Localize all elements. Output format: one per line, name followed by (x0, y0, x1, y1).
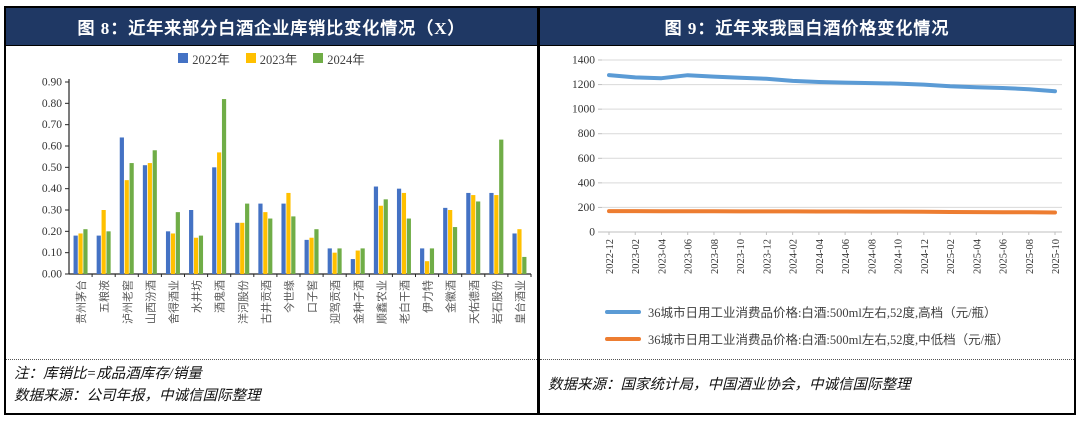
svg-text:顺鑫农业: 顺鑫农业 (374, 280, 388, 324)
legend-swatch-icon (245, 53, 256, 63)
svg-text:金徽酒: 金徽酒 (443, 280, 457, 313)
svg-text:2024-02: 2024-02 (789, 239, 800, 274)
svg-text:2024-06: 2024-06 (841, 239, 852, 274)
figure-9-note-source: 数据来源：国家统计局，中国酒业协会，中诚信国际整理 (548, 376, 911, 393)
svg-text:2024-04: 2024-04 (815, 238, 826, 274)
svg-text:800: 800 (578, 128, 596, 140)
figure-9-title: 图 9：近年来我国白酒价格变化情况 (664, 19, 950, 38)
svg-text:0: 0 (589, 227, 595, 239)
svg-text:0.70: 0.70 (41, 119, 61, 131)
svg-text:2025-02: 2025-02 (946, 239, 957, 274)
svg-text:泸州老窖: 泸州老窖 (120, 280, 134, 324)
svg-text:2025-04: 2025-04 (972, 238, 983, 274)
svg-text:2024-08: 2024-08 (867, 239, 878, 274)
svg-text:0.80: 0.80 (41, 98, 61, 110)
svg-text:2023-12: 2023-12 (762, 239, 773, 274)
svg-text:水井坊: 水井坊 (189, 280, 203, 313)
legend-line-swatch-icon (604, 309, 641, 314)
legend-item-2023年: 2023年 (245, 49, 298, 68)
svg-text:200: 200 (578, 202, 596, 214)
svg-text:2025-06: 2025-06 (999, 239, 1010, 274)
svg-text:2023-08: 2023-08 (710, 239, 721, 274)
legend-label: 2022年 (192, 52, 230, 67)
figure-9-legend: 36城市日用工业消费品价格:白酒:500ml左右,52度,高档（元/瓶） 36城市… (604, 302, 1010, 348)
svg-text:洋河股份: 洋河股份 (235, 280, 249, 324)
svg-text:迎驾贡酒: 迎驾贡酒 (329, 280, 342, 324)
legend-label: 36城市日用工业消费品价格:白酒:500ml左右,52度,高档（元/瓶） (647, 306, 997, 320)
svg-text:600: 600 (578, 153, 596, 165)
svg-text:2023-04: 2023-04 (657, 238, 668, 274)
svg-text:1200: 1200 (572, 79, 595, 91)
legend-label: 2023年 (259, 52, 298, 67)
svg-text:老白干酒: 老白干酒 (397, 280, 411, 324)
figure-8-chart-area: 2022年 2023年 2024年 0.00 0.10 0.20 0.30 0.40 0.50… (6, 46, 537, 359)
svg-text:2023-02: 2023-02 (631, 239, 642, 274)
svg-text:2023-06: 2023-06 (684, 239, 695, 274)
svg-text:伊力特: 伊力特 (420, 280, 434, 313)
legend-line-swatch-icon (604, 336, 641, 341)
figure-8-notes: 注：库销比=成品酒库存/销量 数据来源：公司年报，中诚信国际整理 (6, 359, 537, 413)
figure-8-header: 图 8：近年来部分白酒企业库销比变化情况（X） (6, 8, 537, 46)
svg-text:五粮液: 五粮液 (97, 280, 111, 313)
svg-text:400: 400 (578, 177, 596, 189)
legend-item-2024年: 2024年 (313, 49, 365, 68)
svg-text:口子窖: 口子窖 (305, 280, 319, 313)
svg-text:0.40: 0.40 (41, 183, 61, 195)
svg-text:0.30: 0.30 (41, 205, 61, 217)
svg-text:2024-12: 2024-12 (920, 239, 931, 274)
legend-label: 36城市日用工业消费品价格:白酒:500ml左右,52度,中低档（元/瓶） (647, 333, 1010, 347)
svg-text:皇台酒业: 皇台酒业 (512, 280, 526, 324)
svg-text:1000: 1000 (572, 104, 595, 116)
svg-text:2022-12: 2022-12 (605, 239, 616, 274)
svg-text:0.90: 0.90 (41, 77, 61, 89)
svg-text:1400: 1400 (572, 55, 595, 67)
svg-text:0.10: 0.10 (41, 247, 61, 259)
legend-row: 36城市日用工业消费品价格:白酒:500ml左右,52度,高档（元/瓶） (604, 302, 997, 321)
panel-figure-8: 图 8：近年来部分白酒企业库销比变化情况（X） 2022年 2023年 2024年 … (6, 8, 540, 413)
svg-text:贵州茅台: 贵州茅台 (74, 280, 88, 324)
figure-8-note-definition: 注：库销比=成品酒库存/销量 (14, 365, 202, 382)
svg-text:0.60: 0.60 (41, 141, 61, 153)
figure-frame: 图 8：近年来部分白酒企业库销比变化情况（X） 2022年 2023年 2024年 … (4, 6, 1076, 415)
legend-label: 2024年 (327, 52, 365, 67)
figure-8-legend: 2022年 2023年 2024年 (178, 48, 365, 68)
legend-swatch-icon (178, 53, 189, 63)
figure-9-notes: 数据来源：国家统计局，中国酒业协会，中诚信国际整理 (540, 359, 1074, 413)
svg-text:岩石股份: 岩石股份 (489, 280, 503, 324)
svg-text:0.20: 0.20 (41, 226, 61, 238)
legend-row: 36城市日用工业消费品价格:白酒:500ml左右,52度,中低档（元/瓶） (604, 329, 1010, 348)
svg-text:山西汾酒: 山西汾酒 (144, 280, 157, 324)
legend-swatch-icon (313, 53, 324, 63)
svg-text:舍得酒业: 舍得酒业 (166, 280, 180, 324)
svg-text:2025-10: 2025-10 (1051, 239, 1062, 274)
svg-text:金种子酒: 金种子酒 (351, 280, 365, 324)
figure-9-line-chart: 0 200 400 600 800 1000 1200 1400 2022-12 2023-02 2… (572, 55, 1062, 274)
panel-figure-9: 图 9：近年来我国白酒价格变化情况 0 200 400 600 800 1000 1200 1… (540, 8, 1074, 413)
svg-text:2024-10: 2024-10 (894, 239, 905, 274)
figure-8-title: 图 8：近年来部分白酒企业库销比变化情况（X） (77, 19, 466, 38)
svg-text:今世缘: 今世缘 (281, 280, 295, 313)
svg-text:2025-08: 2025-08 (1025, 239, 1036, 274)
svg-text:0.00: 0.00 (41, 269, 61, 281)
svg-text:0.50: 0.50 (41, 162, 61, 174)
figure-9-header: 图 9：近年来我国白酒价格变化情况 (540, 8, 1074, 46)
figure-9-chart-area: 0 200 400 600 800 1000 1200 1400 2022-12 2023-02 2… (540, 46, 1074, 359)
svg-text:酒鬼酒: 酒鬼酒 (212, 280, 226, 313)
svg-text:天佑德酒: 天佑德酒 (466, 280, 480, 324)
figure-8-bar-chart: 0.00 0.10 0.20 0.30 0.40 0.50 0.60 0.70 0.80 0.90… (41, 77, 531, 324)
legend-item-2022年: 2022年 (178, 49, 230, 68)
svg-text:古井贡酒: 古井贡酒 (258, 280, 272, 324)
svg-text:2023-10: 2023-10 (736, 239, 747, 274)
figure-8-note-source: 数据来源：公司年报，中诚信国际整理 (14, 387, 261, 404)
